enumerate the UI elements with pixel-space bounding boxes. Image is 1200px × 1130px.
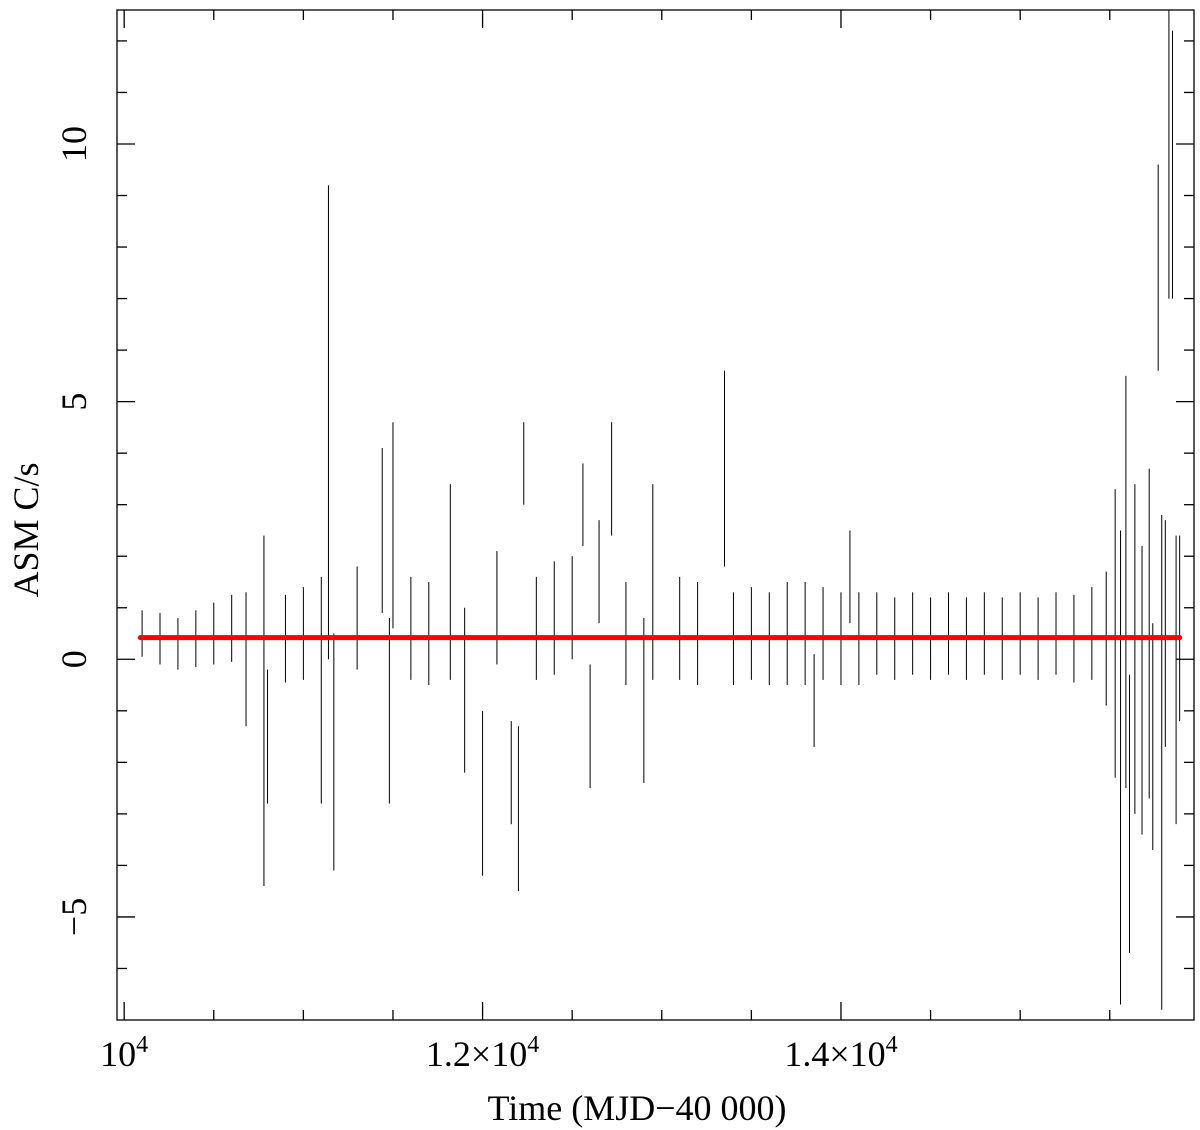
y-tick-label-3: 10	[54, 126, 94, 162]
plot-frame	[116, 9, 1195, 1021]
y-tick-label-0: −5	[54, 898, 94, 936]
x-axis-label: Time (MJD−40 000)	[487, 1088, 786, 1128]
x-tick-label-0: 104	[100, 1032, 148, 1074]
x-axis-ticks: 104 1.2×104 1.4×104	[100, 10, 1111, 1074]
y-tick-label-2: 5	[54, 393, 94, 411]
x-tick-label-2: 1.4×104	[784, 1032, 897, 1074]
y-axis-label: ASM C/s	[6, 462, 46, 597]
y-tick-label-1: 0	[54, 650, 94, 668]
y-axis-ticks: −5 0 5 10	[54, 40, 1194, 970]
error-bars	[141, 10, 1181, 1010]
x-tick-label-1: 1.2×104	[426, 1032, 539, 1074]
